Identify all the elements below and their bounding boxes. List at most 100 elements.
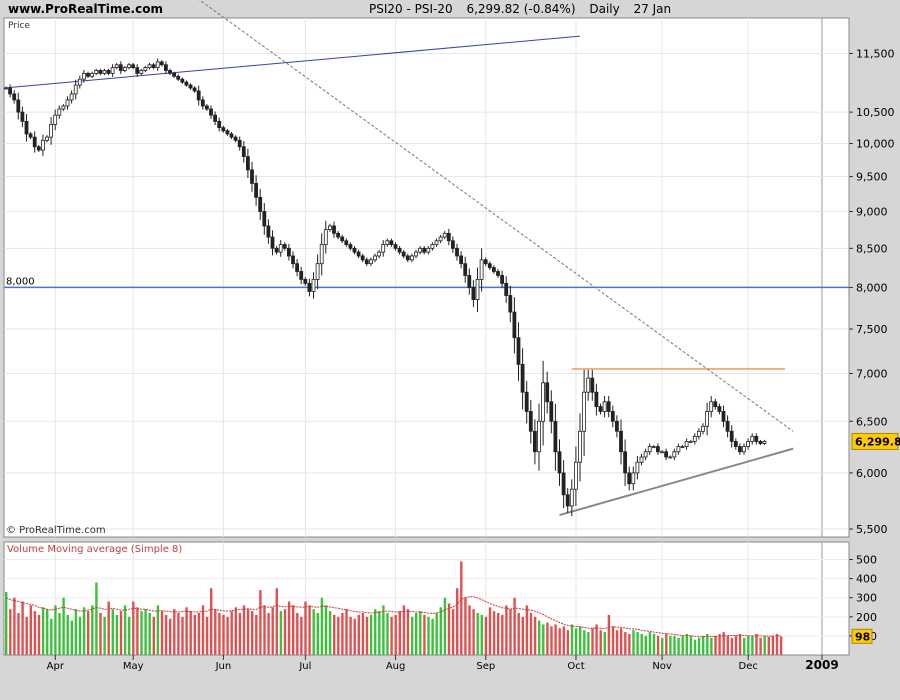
price-candle bbox=[282, 242, 287, 251]
price-candle bbox=[528, 399, 533, 444]
price-panel[interactable]: 11,500 10,500 10,000 9,500 9,000 8,500 8,000 7,… bbox=[3, 0, 900, 538]
price-candle bbox=[422, 246, 427, 255]
candle-body bbox=[627, 472, 632, 485]
volume-bar bbox=[738, 634, 742, 655]
candle-body bbox=[602, 401, 607, 412]
candle-body bbox=[77, 78, 82, 86]
volume-bar bbox=[41, 607, 45, 655]
price-candle bbox=[237, 136, 242, 151]
candle-body bbox=[635, 461, 640, 474]
volume-plot-area bbox=[3, 541, 850, 656]
candle-body bbox=[578, 430, 582, 463]
price-candle bbox=[680, 445, 685, 449]
candle-body bbox=[73, 84, 78, 95]
price-candle bbox=[409, 253, 414, 263]
volume-bar bbox=[484, 616, 488, 655]
volume-bar bbox=[525, 605, 529, 655]
volume-bar bbox=[95, 582, 98, 655]
price-candle bbox=[635, 455, 640, 480]
price-candle bbox=[578, 413, 582, 482]
candle-body bbox=[586, 377, 591, 393]
volume-bar bbox=[87, 611, 90, 655]
site-url[interactable]: www.ProRealTime.com bbox=[8, 2, 163, 16]
volume-bar bbox=[423, 614, 426, 655]
volume-bar bbox=[456, 588, 459, 655]
volume-bar bbox=[697, 637, 701, 655]
price-candle bbox=[533, 419, 537, 465]
candle-body bbox=[94, 70, 99, 74]
price-candle bbox=[405, 253, 410, 263]
price-candle bbox=[582, 369, 586, 456]
x-tick-label: 2009 bbox=[805, 658, 838, 672]
price-candle bbox=[692, 433, 697, 445]
volume-bar bbox=[173, 609, 176, 655]
volume-bar bbox=[25, 616, 28, 655]
price-candle bbox=[713, 398, 718, 410]
candle-body bbox=[123, 67, 127, 71]
candle-body bbox=[254, 183, 259, 198]
candle-body bbox=[327, 225, 332, 231]
volume-bar bbox=[9, 609, 12, 655]
candle-body bbox=[360, 255, 365, 261]
price-candle bbox=[41, 134, 45, 156]
price-candle bbox=[512, 297, 517, 354]
volume-panel[interactable]: 500400300200100Volume Moving average (Si… bbox=[3, 541, 877, 656]
volume-bar bbox=[410, 616, 414, 655]
volume-bar bbox=[492, 611, 496, 655]
candle-body bbox=[713, 401, 718, 407]
volume-bar bbox=[160, 611, 164, 655]
volume-bar bbox=[673, 635, 676, 655]
volume-bar bbox=[558, 628, 561, 655]
price-candle bbox=[660, 450, 664, 454]
price-candle bbox=[446, 228, 451, 246]
volume-bar bbox=[99, 613, 102, 655]
price-tick-label: 8,000 bbox=[856, 281, 888, 294]
candle-body bbox=[282, 244, 287, 249]
volume-bar bbox=[427, 616, 430, 655]
x-tick-label: Aug bbox=[386, 661, 406, 672]
last-price-label: 6,299.82 bbox=[855, 435, 900, 448]
price-tick-label: 7,500 bbox=[856, 323, 888, 336]
volume-bar bbox=[107, 601, 110, 655]
volume-bar bbox=[156, 605, 160, 655]
price-candle bbox=[438, 234, 443, 244]
price-candle bbox=[364, 257, 369, 267]
price-candle bbox=[397, 246, 402, 255]
candle-body bbox=[528, 411, 533, 432]
candle-body bbox=[364, 259, 369, 265]
volume-bar bbox=[283, 609, 287, 655]
candle-body bbox=[200, 99, 205, 107]
volume-bar bbox=[689, 635, 693, 655]
volume-bar bbox=[480, 614, 483, 655]
candle-body bbox=[742, 446, 746, 453]
price-candle bbox=[86, 71, 90, 79]
price-candle bbox=[549, 390, 554, 434]
candle-body bbox=[615, 420, 619, 432]
candle-body bbox=[422, 247, 427, 253]
price-candle bbox=[241, 140, 246, 163]
x-tick-label: Oct bbox=[567, 661, 584, 672]
candle-body bbox=[28, 133, 33, 138]
price-candle bbox=[90, 71, 94, 79]
price-candle bbox=[602, 396, 607, 418]
last-volume-label: 98 bbox=[855, 630, 870, 643]
candle-body bbox=[409, 255, 414, 261]
candle-body bbox=[118, 64, 123, 71]
candle-body bbox=[680, 446, 685, 448]
candle-body bbox=[688, 441, 693, 443]
price-candle bbox=[36, 144, 41, 152]
volume-bar bbox=[5, 592, 8, 655]
price-candle bbox=[299, 266, 304, 285]
candle-body bbox=[114, 64, 119, 69]
volume-bar bbox=[702, 635, 705, 655]
price-plot-area bbox=[3, 17, 850, 538]
volume-bar bbox=[349, 616, 352, 655]
candle-body bbox=[4, 87, 8, 90]
price-candle bbox=[487, 261, 492, 270]
price-candle bbox=[233, 135, 238, 143]
chart-title: PSI20 - PSI-20 6,299.82 (-0.84%) Daily 2… bbox=[369, 2, 681, 16]
price-candle bbox=[623, 439, 627, 486]
price-candle bbox=[53, 109, 58, 131]
